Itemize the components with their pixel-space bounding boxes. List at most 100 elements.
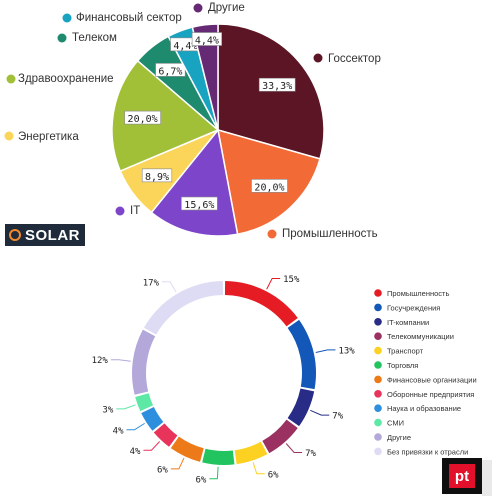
- legend-marker: [374, 332, 382, 341]
- legend-label: Наука и образование: [387, 404, 461, 413]
- donut-value-label: 6%: [268, 470, 279, 480]
- legend-dot: [115, 206, 125, 216]
- pie-value-box: [251, 179, 288, 193]
- donut-segment-4: [262, 419, 298, 454]
- pie-value-box: [181, 196, 218, 211]
- donut-segment-11: [131, 329, 156, 395]
- pie-chart-industries: 33,3% Госсектор 20,0% Промышленность 15,6% IT…: [4, 2, 381, 240]
- pie-value-box: [141, 168, 173, 183]
- donut-value-label: 4%: [113, 426, 124, 436]
- legend-marker: [374, 361, 382, 369]
- edge-strip: [482, 460, 492, 496]
- legend-dot: [193, 3, 203, 13]
- solar-logo-text: SOLAR: [25, 226, 80, 244]
- donut-segment-12: [143, 281, 224, 335]
- pie-value-label: 6,7%: [158, 66, 182, 77]
- pie-value-label: 4,4%: [195, 36, 219, 47]
- pie-value-label: 20,0%: [254, 182, 284, 193]
- donut-leader-line: [126, 422, 145, 431]
- legend-marker: [374, 447, 382, 456]
- donut-segment-3: [287, 388, 315, 427]
- pie-value-box: [124, 110, 161, 125]
- pie-slice-5: [111, 59, 220, 173]
- pie-value-box: [191, 32, 223, 46]
- legend-label: Госучреждения: [387, 303, 440, 312]
- pie-category-label: Другие: [208, 2, 245, 14]
- donut-value-label: 15%: [283, 275, 300, 285]
- legend-marker: [374, 318, 382, 326]
- pie-value-label: 20,0%: [128, 114, 158, 125]
- pt-logo: pt: [442, 458, 482, 494]
- legend-label: Торговля: [387, 361, 418, 370]
- pie-category-label: Финансовый сектор: [76, 12, 182, 24]
- donut-segment-8: [153, 423, 178, 447]
- legend-label: Телекоммуникации: [387, 332, 454, 341]
- donut-chart-industries: 15% 13% 7% 7% 6% 6% 6% 4% 4% 3% 12% 17%: [92, 275, 356, 485]
- pie-category-label: IT: [130, 205, 140, 217]
- donut-value-label: 3%: [102, 405, 113, 415]
- pt-logo-text: pt: [449, 464, 475, 488]
- legend-label: Транспорт: [387, 347, 424, 356]
- pie-value-label: 8,9%: [145, 172, 169, 183]
- legend-label: Другие: [387, 433, 411, 442]
- donut-segment-10: [135, 393, 154, 412]
- donut-leader-line: [310, 409, 330, 416]
- donut-legend: Промышленность Госучреждения IT-компании Те…: [374, 289, 477, 456]
- solar-ring-icon: [9, 229, 21, 241]
- pie-category-label: Промышленность: [282, 228, 378, 240]
- legend-marker: [374, 418, 382, 427]
- pie-value-label: 15,6%: [184, 200, 214, 211]
- legend-marker: [374, 390, 382, 398]
- donut-segment-5: [234, 441, 268, 465]
- donut-segment-7: [170, 436, 204, 462]
- donut-leader-line: [170, 457, 185, 470]
- legend-dot: [57, 33, 67, 43]
- pie-value-box: [258, 77, 296, 92]
- legend-label: СМИ: [387, 419, 404, 428]
- legend-label: IT-компании: [387, 318, 429, 327]
- donut-value-label: 6%: [157, 465, 168, 475]
- legend-label: Без привязки к отрасли: [387, 447, 468, 456]
- legend-marker: [374, 303, 382, 312]
- pie-value-box: [155, 63, 186, 77]
- donut-segment-1: [224, 281, 298, 327]
- pie-value-label: 4,4%: [173, 41, 197, 52]
- legend-dot: [267, 229, 277, 239]
- legend-dot: [313, 53, 323, 63]
- legend-marker: [374, 375, 382, 384]
- pie-category-label: Телеком: [72, 32, 117, 44]
- donut-leader-line: [162, 281, 177, 293]
- legend-label: Промышленность: [387, 289, 449, 298]
- donut-value-label: 17%: [143, 278, 160, 288]
- donut-leader-line: [209, 466, 219, 480]
- donut-value-label: 6%: [196, 475, 207, 485]
- legend-marker: [374, 404, 382, 413]
- legend-label: Финансовые организации: [387, 375, 477, 384]
- donut-leader-line: [252, 462, 265, 475]
- donut-value-label: 7%: [332, 412, 343, 422]
- donut-segment-6: [202, 448, 235, 465]
- legend-dot: [6, 74, 16, 84]
- donut-segment-2: [287, 319, 316, 390]
- donut-leader-line: [285, 443, 303, 454]
- donut-value-label: 4%: [130, 447, 141, 457]
- donut-value-label: 12%: [92, 356, 109, 366]
- donut-leader-line: [143, 441, 161, 451]
- pie-category-label: Госсектор: [328, 53, 381, 65]
- donut-value-label: 13%: [338, 346, 355, 356]
- pie-category-label: Здравоохранение: [18, 73, 114, 85]
- solar-logo: SOLAR: [5, 224, 85, 246]
- legend-marker: [374, 433, 382, 441]
- pie-slice-8: [191, 23, 219, 131]
- legend-dot: [4, 131, 14, 141]
- pie-value-label: 33,3%: [262, 81, 292, 92]
- donut-segment-9: [141, 407, 164, 431]
- legend-marker: [374, 346, 382, 355]
- pie-category-label: Энергетика: [18, 131, 79, 143]
- donut-leader-line: [116, 404, 136, 410]
- donut-leader-line: [315, 349, 336, 353]
- legend-marker: [374, 289, 382, 297]
- donut-leader-line: [110, 359, 131, 362]
- donut-leader-line: [266, 278, 281, 290]
